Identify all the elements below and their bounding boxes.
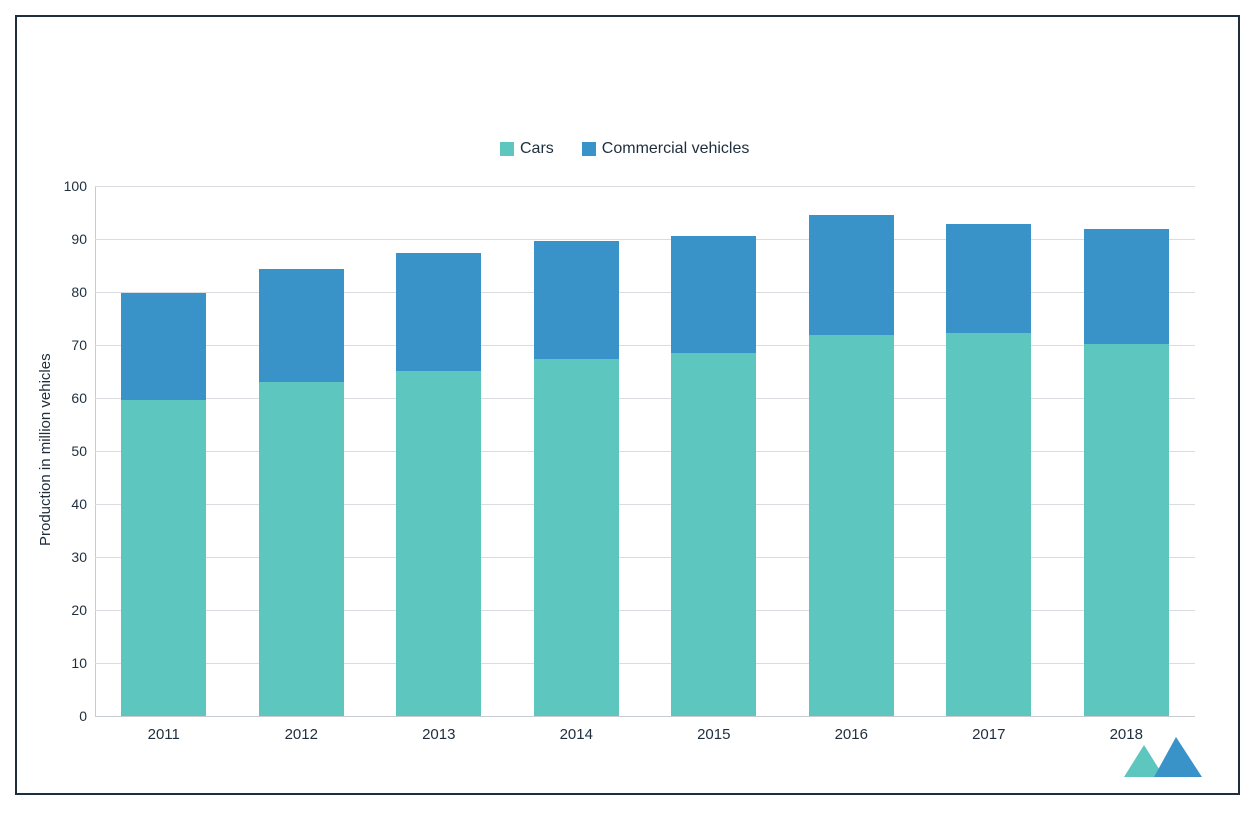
- bar-segment-commercial-vehicles: [534, 241, 619, 359]
- bar-group: [121, 293, 206, 716]
- bar-group: [1084, 229, 1169, 716]
- bar-segment-cars: [946, 333, 1031, 716]
- bar-group: [259, 269, 344, 716]
- x-tick-label: 2014: [560, 716, 593, 743]
- legend-label: Commercial vehicles: [602, 140, 750, 158]
- bar-segment-cars: [534, 359, 619, 716]
- x-tick-label: 2016: [835, 716, 868, 743]
- y-axis-title: Production in million vehicles: [37, 353, 54, 546]
- y-tick-label: 100: [47, 178, 95, 194]
- bar-segment-commercial-vehicles: [259, 269, 344, 382]
- bar-segment-commercial-vehicles: [671, 236, 756, 353]
- y-tick-label: 90: [47, 231, 95, 247]
- bar-group: [534, 241, 619, 716]
- legend-label: Cars: [520, 140, 554, 158]
- y-tick-label: 80: [47, 284, 95, 300]
- legend-item-0: Cars: [500, 140, 554, 158]
- y-tick-label: 40: [47, 496, 95, 512]
- bar-segment-commercial-vehicles: [809, 215, 894, 336]
- y-tick-label: 70: [47, 337, 95, 353]
- x-tick-label: 2017: [972, 716, 1005, 743]
- legend-item-1: Commercial vehicles: [582, 140, 750, 158]
- y-tick-label: 30: [47, 549, 95, 565]
- y-tick-label: 50: [47, 443, 95, 459]
- bar-segment-commercial-vehicles: [1084, 229, 1169, 343]
- x-tick-label: 2015: [697, 716, 730, 743]
- y-tick-label: 0: [47, 708, 95, 724]
- legend-swatch: [582, 142, 596, 156]
- bar-segment-cars: [396, 371, 481, 716]
- bar-segment-cars: [1084, 344, 1169, 716]
- bar-segment-cars: [809, 335, 894, 716]
- gridline: [95, 186, 1195, 187]
- y-tick-label: 60: [47, 390, 95, 406]
- bar-group: [396, 253, 481, 716]
- bar-segment-cars: [259, 382, 344, 716]
- plot-area: 0102030405060708090100201120122013201420…: [95, 186, 1195, 716]
- bar-segment-commercial-vehicles: [121, 293, 206, 400]
- bar-segment-cars: [671, 353, 756, 716]
- watermark-logo: [1124, 737, 1208, 777]
- bar-segment-cars: [121, 400, 206, 716]
- x-axis-line: [95, 716, 1195, 717]
- x-tick-label: 2011: [148, 716, 180, 743]
- bar-group: [671, 236, 756, 716]
- y-tick-label: 20: [47, 602, 95, 618]
- bar-group: [946, 224, 1031, 716]
- legend: Cars Commercial vehicles: [500, 140, 749, 158]
- x-tick-label: 2013: [422, 716, 455, 743]
- bar-segment-commercial-vehicles: [946, 224, 1031, 334]
- y-tick-label: 10: [47, 655, 95, 671]
- bar-segment-commercial-vehicles: [396, 253, 481, 371]
- x-tick-label: 2012: [285, 716, 318, 743]
- bar-group: [809, 215, 894, 716]
- legend-swatch: [500, 142, 514, 156]
